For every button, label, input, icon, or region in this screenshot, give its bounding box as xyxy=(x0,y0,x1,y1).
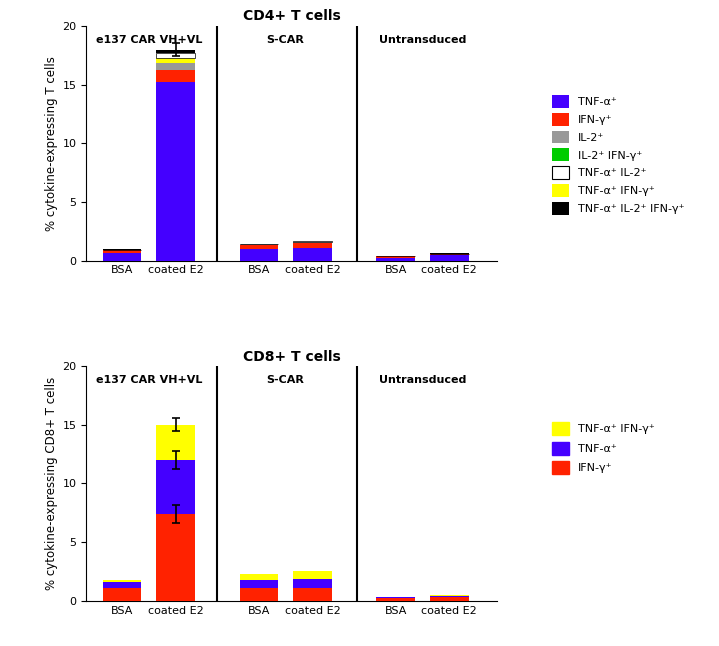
Bar xyxy=(430,598,469,601)
Bar xyxy=(430,596,469,598)
Bar xyxy=(239,580,278,588)
Bar xyxy=(156,70,195,82)
Bar xyxy=(430,595,469,596)
Bar xyxy=(239,249,278,260)
Y-axis label: % cytokine-expressing T cells: % cytokine-expressing T cells xyxy=(45,56,58,231)
Legend: TNF-α⁺, IFN-γ⁺, IL-2⁺, IL-2⁺ IFN-γ⁺, TNF-α⁺ IL-2⁺, TNF-α⁺ IFN-γ⁺, TNF-α⁺ IL-2⁺ I: TNF-α⁺, IFN-γ⁺, IL-2⁺, IL-2⁺ IFN-γ⁺, TNF… xyxy=(551,95,684,215)
Legend: TNF-α⁺ IFN-γ⁺, TNF-α⁺, IFN-γ⁺: TNF-α⁺ IFN-γ⁺, TNF-α⁺, IFN-γ⁺ xyxy=(551,422,655,474)
Text: Untransduced: Untransduced xyxy=(379,375,466,385)
Bar xyxy=(377,598,415,601)
Bar xyxy=(156,63,195,70)
Text: Untransduced: Untransduced xyxy=(379,35,466,45)
Bar xyxy=(239,588,278,601)
Bar xyxy=(430,255,469,260)
Bar xyxy=(239,574,278,580)
Bar xyxy=(430,254,469,255)
Bar xyxy=(293,579,331,588)
Bar xyxy=(156,50,195,54)
Bar xyxy=(156,460,195,514)
Y-axis label: % cytokine-expressing CD8+ T cells: % cytokine-expressing CD8+ T cells xyxy=(45,377,58,590)
Bar xyxy=(103,580,142,582)
Bar xyxy=(156,54,195,57)
Bar xyxy=(239,245,278,249)
Bar xyxy=(293,588,331,601)
Bar xyxy=(103,588,142,601)
Text: e137 CAR VH+VL: e137 CAR VH+VL xyxy=(96,375,202,385)
Bar xyxy=(293,247,331,260)
Bar xyxy=(293,243,331,247)
Text: S-CAR: S-CAR xyxy=(267,375,305,385)
Bar xyxy=(156,514,195,601)
Bar xyxy=(156,425,195,460)
Bar xyxy=(377,256,415,258)
Title: CD8+ T cells: CD8+ T cells xyxy=(243,349,341,364)
Bar xyxy=(293,572,331,579)
Text: S-CAR: S-CAR xyxy=(267,35,305,45)
Bar xyxy=(103,582,142,588)
Title: CD4+ T cells: CD4+ T cells xyxy=(243,9,341,23)
Text: e137 CAR VH+VL: e137 CAR VH+VL xyxy=(96,35,202,45)
Bar xyxy=(156,82,195,260)
Bar xyxy=(377,258,415,260)
Bar xyxy=(103,250,142,253)
Bar xyxy=(103,253,142,260)
Bar xyxy=(156,57,195,63)
